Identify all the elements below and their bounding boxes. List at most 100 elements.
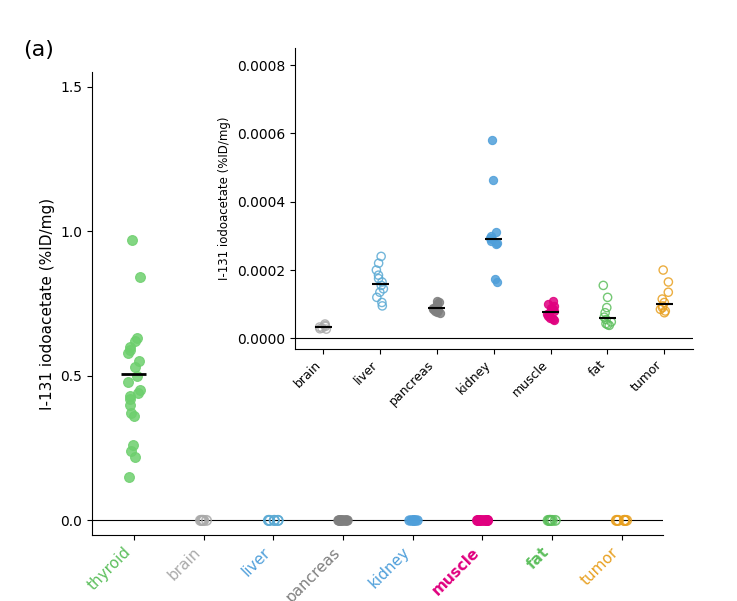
Point (314, 322, 326, 332)
Point (478, 516, 489, 525)
Point (542, 311, 554, 321)
Point (484, 233, 496, 242)
Point (427, 304, 439, 314)
Point (403, 516, 415, 525)
Point (491, 240, 503, 249)
Point (373, 274, 385, 284)
Point (340, 516, 352, 525)
Point (548, 296, 559, 305)
Point (407, 516, 419, 525)
Point (198, 516, 209, 525)
Y-axis label: I-131 iodoacetate (%ID/mg): I-131 iodoacetate (%ID/mg) (40, 198, 55, 409)
Point (405, 516, 416, 525)
Point (129, 362, 141, 372)
Point (198, 516, 209, 525)
Point (548, 301, 560, 311)
Point (124, 472, 136, 482)
Point (371, 293, 383, 302)
Point (131, 334, 143, 343)
Point (320, 322, 332, 331)
Point (602, 320, 614, 329)
Point (545, 516, 556, 525)
Point (598, 313, 610, 322)
Point (604, 320, 615, 330)
Point (124, 342, 136, 352)
Point (544, 516, 556, 525)
Point (544, 313, 556, 323)
Point (600, 315, 612, 325)
Point (335, 516, 346, 525)
Point (663, 277, 674, 287)
Point (542, 310, 553, 319)
Point (314, 324, 326, 334)
Point (542, 516, 554, 525)
Point (549, 516, 561, 525)
Point (475, 516, 486, 525)
Point (374, 287, 385, 297)
Point (611, 516, 623, 525)
Point (472, 516, 483, 525)
Point (485, 236, 497, 246)
Point (486, 135, 497, 145)
Point (658, 308, 670, 317)
Point (321, 325, 332, 334)
Point (430, 307, 441, 316)
Point (481, 516, 492, 525)
Point (339, 516, 351, 525)
Point (489, 274, 501, 284)
Point (333, 516, 345, 525)
Point (377, 301, 388, 311)
Point (125, 446, 137, 456)
Point (332, 516, 344, 525)
Point (600, 319, 612, 329)
Point (481, 516, 492, 525)
Point (546, 516, 558, 525)
Point (125, 409, 137, 418)
Point (491, 277, 503, 287)
Point (407, 516, 419, 525)
Point (431, 299, 443, 309)
Point (127, 235, 139, 245)
Point (490, 228, 502, 237)
Point (427, 305, 439, 314)
Point (133, 273, 145, 282)
Point (376, 297, 388, 307)
Point (268, 516, 280, 525)
Point (610, 516, 622, 525)
Point (128, 441, 139, 450)
Point (196, 516, 208, 525)
Point (657, 303, 668, 313)
Point (263, 516, 275, 525)
Point (598, 281, 609, 290)
Point (612, 516, 624, 525)
Point (486, 234, 498, 244)
Text: (a): (a) (24, 40, 55, 59)
Point (375, 281, 387, 290)
Point (663, 287, 674, 297)
Point (548, 307, 560, 316)
Point (599, 308, 611, 317)
Point (660, 307, 671, 316)
Point (657, 294, 668, 304)
Point (548, 305, 559, 314)
Point (371, 265, 383, 275)
Point (264, 516, 276, 525)
Point (621, 516, 632, 525)
Point (408, 516, 420, 525)
Point (657, 301, 668, 311)
Point (492, 238, 503, 248)
Point (319, 319, 331, 329)
Point (134, 385, 146, 395)
Point (125, 391, 136, 401)
Point (605, 317, 617, 327)
Point (486, 231, 497, 241)
Point (481, 516, 492, 525)
Point (319, 320, 331, 330)
Point (122, 348, 134, 358)
Point (272, 516, 284, 525)
Point (472, 516, 483, 525)
Point (376, 277, 388, 287)
Point (433, 297, 445, 307)
Point (130, 371, 142, 380)
Point (272, 516, 284, 525)
